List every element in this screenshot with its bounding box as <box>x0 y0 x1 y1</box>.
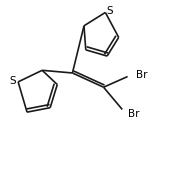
Text: Br: Br <box>128 109 139 119</box>
Text: S: S <box>10 76 16 86</box>
Text: Br: Br <box>136 70 147 80</box>
Text: S: S <box>107 6 113 16</box>
